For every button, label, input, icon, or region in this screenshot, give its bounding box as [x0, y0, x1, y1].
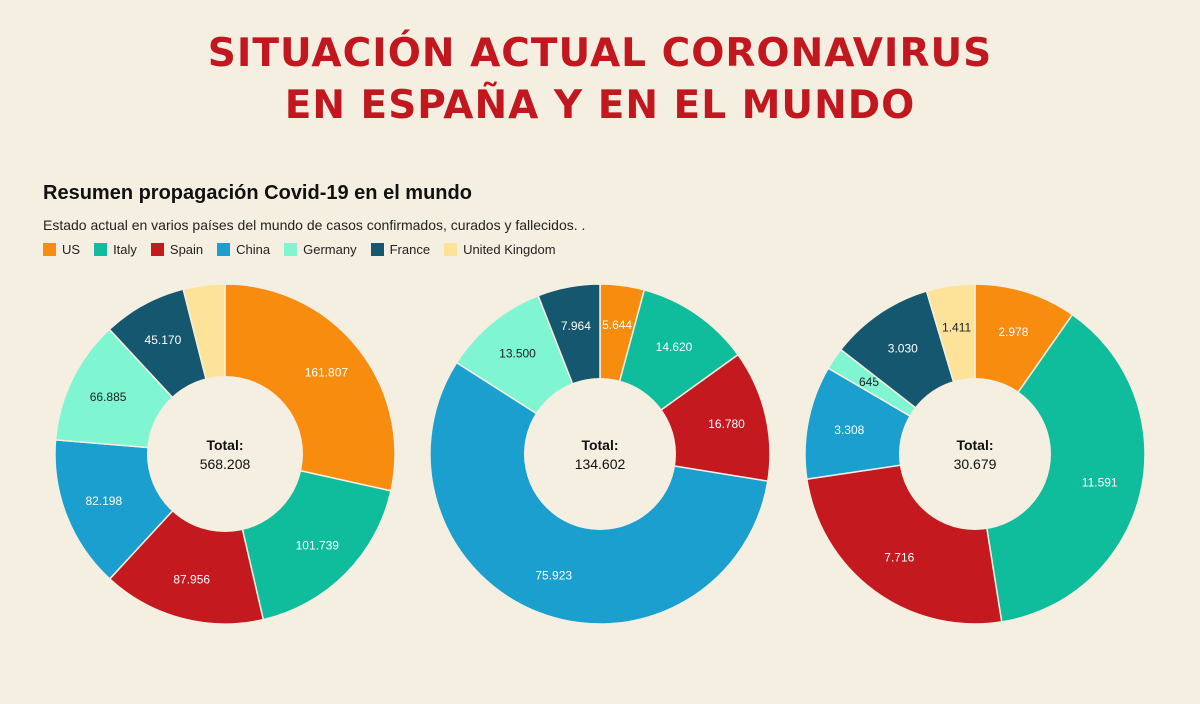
slice-value-label-italy: 14.620 — [656, 340, 693, 354]
donut-chart-1: 161.807 101.739 87.956 82.198 66.885 45.170 To… — [55, 284, 395, 624]
slice-value-label-us: 5.644 — [602, 318, 632, 332]
donut-chart-3: 2.97811.5917.7163.3086453.0301.411Total:… — [805, 284, 1145, 624]
slice-value-label-france: 3.030 — [888, 341, 918, 355]
slice-value-label-united-kingdom: 1.411 — [942, 320, 971, 334]
total-value: 134.602 — [575, 456, 626, 472]
donut-hole — [899, 378, 1051, 530]
slice-value-label-germany: 66.885 — [90, 390, 127, 404]
total-value: 568.208 — [200, 456, 251, 472]
total-title: Total: — [956, 437, 993, 453]
slice-value-label-us: 161.807 — [305, 366, 349, 380]
slice-value-label-spain: 16.780 — [708, 417, 745, 431]
slice-value-label-china: 3.308 — [834, 423, 864, 437]
slice-value-label-italy: 11.591 — [1082, 476, 1118, 490]
slice-value-label-germany: 13.500 — [499, 347, 536, 361]
slice-value-label-france: 7.964 — [561, 319, 591, 333]
slice-value-label-spain: 87.956 — [173, 573, 210, 587]
donut-hole — [524, 378, 676, 530]
total-title: Total: — [581, 437, 618, 453]
donut-hole — [147, 376, 303, 532]
slice-value-label-china: 75.923 — [535, 569, 572, 583]
slice-value-label-china: 82.198 — [85, 494, 122, 508]
slice-value-label-italy: 101.739 — [296, 539, 340, 553]
total-title: Total: — [206, 437, 243, 453]
slice-value-label-spain: 7.716 — [884, 550, 914, 564]
donut-chart-2: 5.644 14.620 16.780 75.923 13.500 7.964 Total:… — [430, 284, 770, 624]
slice-value-label-france: 45.170 — [145, 333, 182, 347]
slice-value-label-us: 2.978 — [998, 325, 1028, 339]
total-value: 30.679 — [954, 456, 997, 472]
